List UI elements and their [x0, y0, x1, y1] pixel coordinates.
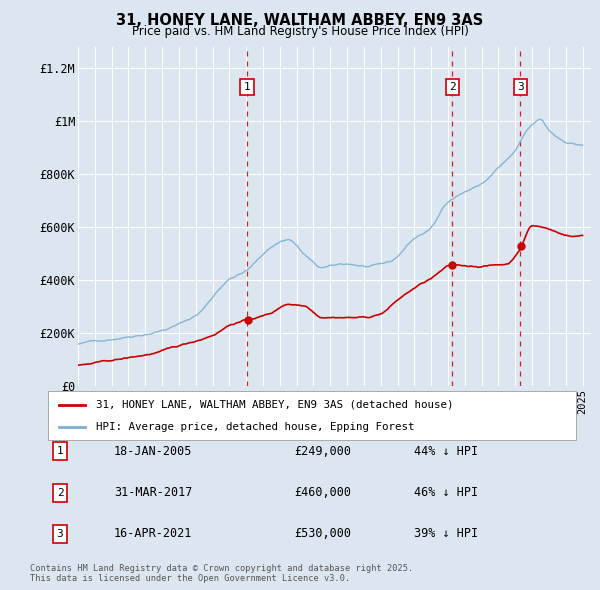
Text: 3: 3 [56, 529, 64, 539]
Text: £530,000: £530,000 [294, 527, 351, 540]
Text: 31-MAR-2017: 31-MAR-2017 [114, 486, 193, 499]
Text: £249,000: £249,000 [294, 445, 351, 458]
Text: 39% ↓ HPI: 39% ↓ HPI [414, 527, 478, 540]
Text: 2: 2 [449, 82, 455, 92]
Text: 16-APR-2021: 16-APR-2021 [114, 527, 193, 540]
Text: Contains HM Land Registry data © Crown copyright and database right 2025.
This d: Contains HM Land Registry data © Crown c… [30, 564, 413, 583]
Text: £460,000: £460,000 [294, 486, 351, 499]
Text: 46% ↓ HPI: 46% ↓ HPI [414, 486, 478, 499]
Text: 31, HONEY LANE, WALTHAM ABBEY, EN9 3AS: 31, HONEY LANE, WALTHAM ABBEY, EN9 3AS [116, 13, 484, 28]
Text: 3: 3 [517, 82, 524, 92]
Text: 1: 1 [244, 82, 250, 92]
Text: HPI: Average price, detached house, Epping Forest: HPI: Average price, detached house, Eppi… [95, 422, 414, 432]
Text: 18-JAN-2005: 18-JAN-2005 [114, 445, 193, 458]
Text: 2: 2 [56, 488, 64, 497]
Text: Price paid vs. HM Land Registry's House Price Index (HPI): Price paid vs. HM Land Registry's House … [131, 25, 469, 38]
Text: 44% ↓ HPI: 44% ↓ HPI [414, 445, 478, 458]
Text: 1: 1 [56, 447, 64, 456]
Text: 31, HONEY LANE, WALTHAM ABBEY, EN9 3AS (detached house): 31, HONEY LANE, WALTHAM ABBEY, EN9 3AS (… [95, 399, 453, 409]
